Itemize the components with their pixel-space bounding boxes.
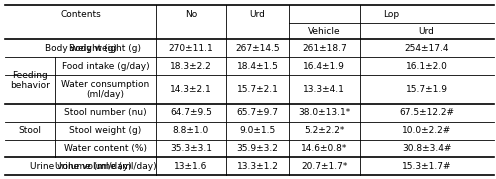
Text: Feeding
behavior: Feeding behavior [10,71,50,90]
Text: 64.7±9.5: 64.7±9.5 [170,108,212,117]
Text: 14.6±0.8*: 14.6±0.8* [301,144,348,153]
Text: Stool: Stool [18,126,41,135]
Text: Urine volume (ml/day): Urine volume (ml/day) [55,162,156,171]
Text: 18.3±2.2: 18.3±2.2 [170,62,212,71]
Text: Body weight (g): Body weight (g) [45,44,117,53]
Text: 15.7±2.1: 15.7±2.1 [237,85,278,94]
Text: 15.7±1.9: 15.7±1.9 [406,85,447,94]
Text: Body weight (g): Body weight (g) [69,44,141,53]
Text: 9.0±1.5: 9.0±1.5 [239,126,276,135]
Text: Vehicle: Vehicle [308,27,341,36]
Text: 13.3±4.1: 13.3±4.1 [304,85,345,94]
Text: Urd: Urd [249,10,265,19]
Text: 35.3±3.1: 35.3±3.1 [170,144,212,153]
Text: Water content (%): Water content (%) [64,144,147,153]
Text: 16.4±1.9: 16.4±1.9 [304,62,345,71]
Text: Stool weight (g): Stool weight (g) [69,126,141,135]
Text: 261±18.7: 261±18.7 [302,44,347,53]
Text: 267±14.5: 267±14.5 [235,44,280,53]
Text: Contents: Contents [60,10,101,19]
Text: 5.2±2.2*: 5.2±2.2* [304,126,345,135]
Text: 18.4±1.5: 18.4±1.5 [237,62,278,71]
Text: Food intake (g/day): Food intake (g/day) [62,62,149,71]
Text: 15.3±1.7#: 15.3±1.7# [402,162,451,171]
Text: 38.0±13.1*: 38.0±13.1* [298,108,351,117]
Text: 35.9±3.2: 35.9±3.2 [237,144,278,153]
Text: 16.1±2.0: 16.1±2.0 [406,62,447,71]
Text: 20.7±1.7*: 20.7±1.7* [301,162,348,171]
Text: 254±17.4: 254±17.4 [404,44,449,53]
Text: Water consumption
(ml/day): Water consumption (ml/day) [62,80,149,99]
Text: No: No [185,10,197,19]
Text: 13.3±1.2: 13.3±1.2 [237,162,278,171]
Text: 13±1.6: 13±1.6 [174,162,208,171]
Text: 270±11.1: 270±11.1 [169,44,213,53]
Text: 14.3±2.1: 14.3±2.1 [170,85,212,94]
Text: 10.0±2.2#: 10.0±2.2# [402,126,451,135]
Text: 8.8±1.0: 8.8±1.0 [173,126,209,135]
Text: Urine volume (ml/day): Urine volume (ml/day) [30,162,131,171]
Text: Stool number (nu): Stool number (nu) [64,108,147,117]
Text: 65.7±9.7: 65.7±9.7 [237,108,278,117]
Text: 67.5±12.2#: 67.5±12.2# [399,108,454,117]
Text: Urd: Urd [419,27,434,36]
Text: 30.8±3.4#: 30.8±3.4# [402,144,451,153]
Text: Lop: Lop [383,10,399,19]
